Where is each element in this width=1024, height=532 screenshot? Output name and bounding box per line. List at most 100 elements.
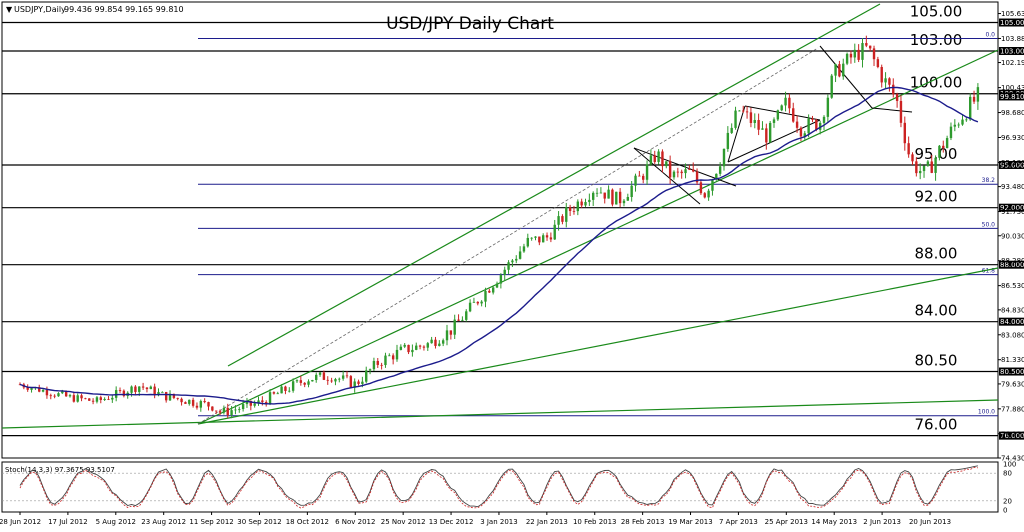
time-tick-label: 11 Sep 2012 bbox=[189, 518, 233, 526]
trend-line bbox=[744, 105, 821, 121]
fib-label: 50.0 bbox=[982, 221, 996, 228]
candle-body bbox=[899, 100, 903, 123]
candle-body bbox=[884, 78, 887, 83]
candle-body bbox=[53, 395, 56, 397]
trend-line bbox=[727, 119, 821, 163]
candle-body bbox=[518, 251, 522, 259]
candle-body bbox=[942, 145, 945, 149]
candle-body bbox=[907, 143, 910, 155]
time-tick-label: 17 Jul 2012 bbox=[48, 518, 88, 526]
candle-body bbox=[49, 395, 52, 397]
candle-body bbox=[315, 374, 318, 380]
candle-body bbox=[95, 397, 99, 402]
candle-body bbox=[630, 185, 633, 197]
candle-body bbox=[134, 386, 137, 392]
candle-body bbox=[526, 237, 529, 247]
time-tick-label: 19 Mar 2013 bbox=[668, 518, 712, 526]
candle-body bbox=[176, 397, 179, 399]
price-tick-label: 84.830 bbox=[1001, 306, 1024, 314]
candle-body bbox=[72, 395, 76, 402]
candle-body bbox=[676, 171, 680, 173]
candle-body bbox=[788, 97, 791, 109]
candle-body bbox=[768, 122, 772, 143]
candle-body bbox=[411, 349, 414, 353]
candle-body bbox=[218, 411, 222, 413]
candle-body bbox=[703, 193, 706, 198]
candle-body bbox=[584, 202, 587, 206]
level-tag-box bbox=[999, 160, 1024, 169]
time-axis: 28 Jun 2012 17 Jul 2012 5 Aug 2012 23 Aug 2… bbox=[0, 512, 951, 526]
candle-body bbox=[826, 97, 830, 117]
candle-body bbox=[561, 216, 564, 222]
candle-body bbox=[865, 43, 868, 46]
candle-body bbox=[738, 110, 741, 112]
candle-body bbox=[695, 171, 699, 183]
candle-body bbox=[507, 262, 510, 270]
candle-body bbox=[476, 301, 479, 304]
candle-body bbox=[288, 390, 291, 392]
candle-body bbox=[895, 94, 899, 101]
candle-body bbox=[599, 192, 603, 194]
candle-body bbox=[776, 110, 780, 120]
candle-body bbox=[422, 346, 426, 348]
candle-body bbox=[307, 381, 310, 385]
time-tick-label: 30 Sep 2012 bbox=[237, 518, 281, 526]
candle-body bbox=[757, 119, 760, 130]
candle-body bbox=[188, 399, 191, 404]
time-tick-label: 22 Jan 2013 bbox=[526, 518, 568, 526]
candle-body bbox=[761, 128, 764, 130]
time-tick-label: 28 Feb 2013 bbox=[621, 518, 665, 526]
candle-body bbox=[76, 395, 79, 402]
candle-body bbox=[434, 339, 437, 346]
candle-body bbox=[122, 390, 126, 396]
time-tick-label: 10 Feb 2013 bbox=[573, 518, 617, 526]
candle-body bbox=[361, 381, 364, 384]
candle-body bbox=[565, 207, 568, 222]
level-tag-box bbox=[999, 317, 1024, 326]
candle-body bbox=[199, 401, 203, 408]
candle-body bbox=[653, 155, 656, 162]
candle-body bbox=[295, 380, 299, 382]
candle-body bbox=[892, 84, 895, 95]
candle-body bbox=[203, 401, 206, 403]
candle-body bbox=[680, 171, 683, 174]
candle-body bbox=[534, 236, 537, 238]
candle-body bbox=[611, 189, 614, 205]
candle-body bbox=[103, 398, 106, 400]
candle-body bbox=[338, 378, 341, 380]
price-tick-label: 102.190 bbox=[1001, 59, 1024, 67]
level-tag: 103.000 bbox=[1000, 48, 1024, 56]
candle-body bbox=[711, 179, 714, 191]
candle-body bbox=[230, 410, 233, 416]
price-tick-label: 86.530 bbox=[1001, 282, 1024, 290]
candle-body bbox=[799, 127, 803, 137]
price-tick-label: 79.630 bbox=[1001, 380, 1024, 388]
candle-body bbox=[945, 138, 949, 149]
candle-body bbox=[784, 97, 787, 106]
candle-body bbox=[972, 96, 976, 102]
price-tick-label: 91.730 bbox=[1001, 208, 1024, 216]
candle-body bbox=[726, 132, 730, 149]
candle-body bbox=[661, 151, 664, 167]
candle-body bbox=[26, 387, 29, 390]
level-tag: 80.500 bbox=[1000, 368, 1024, 376]
candle-body bbox=[861, 43, 864, 60]
candle-body bbox=[111, 397, 114, 400]
candle-body bbox=[214, 410, 218, 412]
candle-body bbox=[441, 340, 445, 344]
chart-menu-arrow[interactable]: ▼ bbox=[6, 5, 13, 14]
candle-body bbox=[922, 165, 926, 172]
fib-label: 100.0 bbox=[978, 409, 995, 416]
candle-body bbox=[911, 154, 914, 162]
candle-body bbox=[430, 339, 433, 344]
level-label: 80.50 bbox=[915, 352, 958, 370]
level-tag: 105.000 bbox=[1000, 19, 1024, 27]
candle-body bbox=[918, 171, 922, 174]
candle-body bbox=[272, 392, 276, 394]
candle-body bbox=[838, 64, 841, 77]
candle-body bbox=[241, 404, 245, 410]
candle-body bbox=[388, 355, 391, 357]
time-tick-label: 25 Nov 2012 bbox=[381, 518, 426, 526]
candle-body bbox=[88, 398, 91, 401]
candle-body bbox=[418, 345, 422, 347]
